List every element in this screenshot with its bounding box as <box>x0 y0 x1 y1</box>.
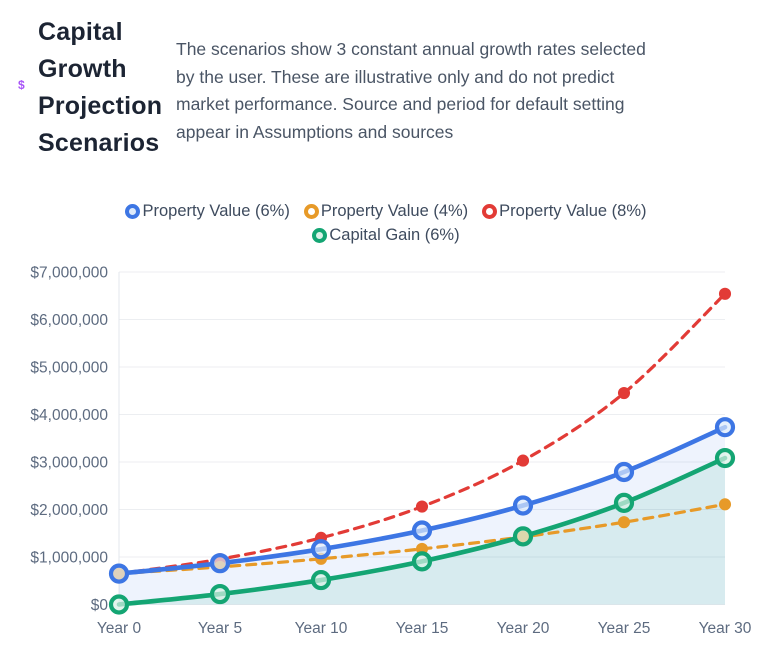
legend-label: Property Value (8%) <box>499 202 647 220</box>
y-axis-label: $0 <box>91 597 109 614</box>
y-axis-label: $5,000,000 <box>30 360 108 377</box>
legend-item-capital-gain-6pct[interactable]: Capital Gain (6%) <box>312 226 460 245</box>
description-line: by the user. These are illustrative only… <box>176 66 615 87</box>
stray-currency-glyph: $ <box>18 78 25 92</box>
x-axis-label: Year 10 <box>295 620 348 637</box>
description-line: The scenarios show 3 constant annual gro… <box>176 39 646 59</box>
data-point-marker[interactable] <box>718 498 732 511</box>
y-axis-label: $4,000,000 <box>30 407 108 424</box>
data-point-marker[interactable] <box>310 539 332 560</box>
x-axis-label: Year 30 <box>699 620 752 637</box>
data-point-marker[interactable] <box>108 563 130 584</box>
data-point-marker[interactable] <box>718 287 732 300</box>
data-point-marker[interactable] <box>415 500 429 513</box>
data-point-marker[interactable] <box>512 495 534 516</box>
y-axis-label: $6,000,000 <box>30 312 108 329</box>
data-point-marker[interactable] <box>411 520 433 541</box>
y-axis-label: $7,000,000 <box>30 265 108 282</box>
legend-label: Property Value (4%) <box>320 202 469 220</box>
page-title: Capital Growth Projection Scenarios <box>38 18 163 157</box>
data-point-marker[interactable] <box>613 492 635 513</box>
legend-row-2: Capital Gain (6%) <box>312 226 460 245</box>
data-point-marker[interactable] <box>714 417 736 438</box>
data-point-marker[interactable] <box>516 454 530 467</box>
data-point-marker[interactable] <box>617 516 631 529</box>
legend-swatch-red-icon <box>482 204 498 219</box>
legend-swatch-green-icon <box>312 228 328 243</box>
y-axis-label: $2,000,000 <box>30 502 108 519</box>
data-point-marker[interactable] <box>310 569 332 591</box>
legend-label: Capital Gain (6%) <box>329 226 460 244</box>
data-point-marker[interactable] <box>714 447 736 469</box>
legend-label: Property Value (6%) <box>142 202 290 220</box>
x-axis-label: Year 0 <box>97 620 142 637</box>
series-area-3 <box>119 458 725 605</box>
legend-item-property-value-4pct[interactable]: Property Value (4%) <box>303 202 469 221</box>
data-point-marker[interactable] <box>209 553 231 574</box>
description-line: appear in Assumptions and sources <box>176 121 454 142</box>
legend-swatch-orange-icon <box>303 204 319 219</box>
legend-swatch-blue-icon <box>125 204 141 219</box>
data-point-marker[interactable] <box>108 594 130 615</box>
series-area-0 <box>119 427 725 605</box>
data-point-marker[interactable] <box>613 461 635 483</box>
legend-row-1: Property Value (6%) Property Value (4%) … <box>125 202 647 221</box>
x-axis-label: Year 5 <box>198 620 242 637</box>
x-axis-label: Year 20 <box>497 620 550 637</box>
description-line: market performance. Source and period fo… <box>176 94 625 114</box>
data-point-marker[interactable] <box>209 583 231 605</box>
legend-item-property-value-8pct[interactable]: Property Value (8%) <box>482 202 647 221</box>
chart-legend: Property Value (6%) Property Value (4%) … <box>0 202 772 245</box>
legend-item-property-value-6pct[interactable]: Property Value (6%) <box>125 202 290 221</box>
chart-description: The scenarios show 3 constant annual gro… <box>176 36 751 146</box>
x-axis-label: Year 25 <box>598 620 651 637</box>
data-point-marker[interactable] <box>617 387 631 400</box>
x-axis-label: Year 15 <box>396 620 449 637</box>
data-point-marker[interactable] <box>411 551 433 572</box>
y-axis-label: $3,000,000 <box>30 455 108 472</box>
y-axis-label: $1,000,000 <box>30 550 108 567</box>
data-point-marker[interactable] <box>512 526 534 547</box>
